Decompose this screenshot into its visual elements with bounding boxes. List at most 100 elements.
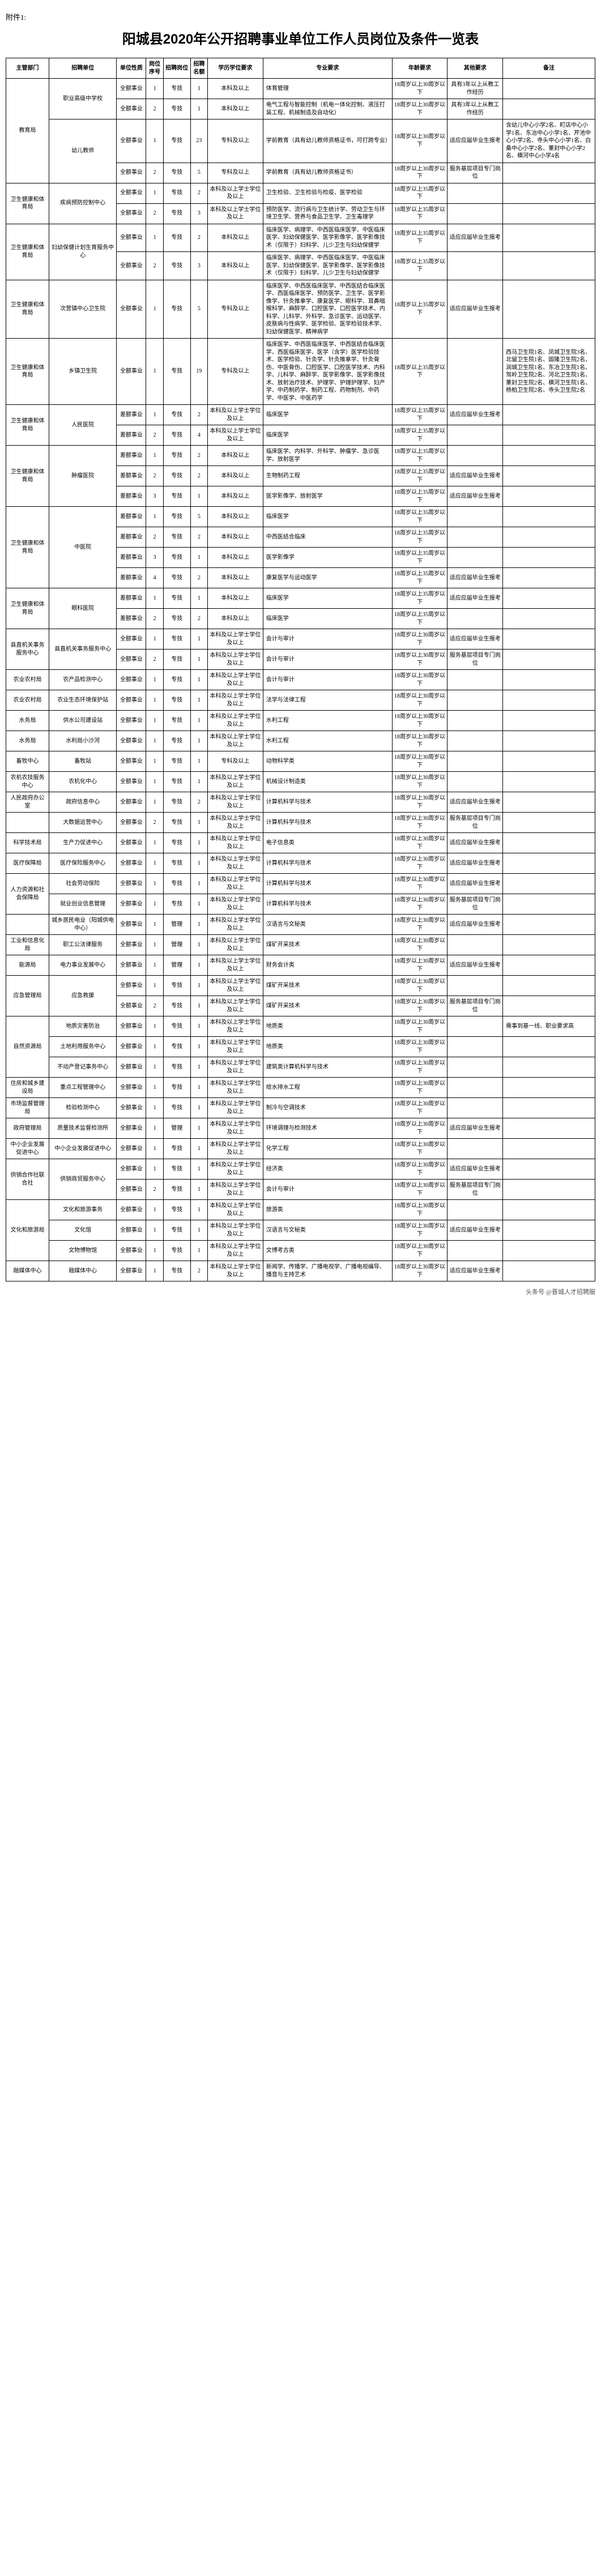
cell-num: 1: [190, 751, 207, 772]
cell-other: [447, 446, 503, 466]
cell-other: [447, 1057, 503, 1078]
cell-num: 1: [190, 813, 207, 833]
cell-dept: 农业农村局: [6, 670, 49, 690]
cell-note: [503, 183, 595, 203]
cell-other: 适应应届毕业生报考: [447, 1220, 503, 1241]
cell-other: [447, 976, 503, 996]
cell-code: 1: [146, 915, 163, 935]
cell-edu: 本科及以上学士学位及以上: [208, 1098, 263, 1118]
cell-code: 1: [146, 792, 163, 813]
cell-edu: 本科及以上学士学位及以上: [208, 629, 263, 650]
cell-age: 18周岁以上30周岁以下: [392, 711, 447, 731]
cell-nature: 差额事业: [117, 466, 146, 486]
cell-edu: 本科及以上学士学位及以上: [208, 650, 263, 670]
cell-other: [447, 751, 503, 772]
cell-unit: 不动产登记事务中心: [49, 1057, 116, 1078]
table-row: 大数据运营中心全额事业2专技1本科及以上学士学位及以上计算机科学与技术18周岁以…: [6, 813, 595, 833]
cell-unit: 融媒体中心: [49, 1261, 116, 1281]
cell-nature: 全额事业: [117, 874, 146, 894]
cell-unit: 农业生态环境保护站: [49, 690, 116, 711]
cell-dept: 卫生健康和体育局: [6, 588, 49, 629]
table-row: 城乡居民电业（阳城供电中心）全额事业1管理1本科及以上学士学位及以上汉语言与文秘…: [6, 915, 595, 935]
cell-other: [447, 1016, 503, 1037]
cell-edu: 本科及以上: [208, 252, 263, 280]
cell-note: [503, 915, 595, 935]
table-row: 医疗保障局医疗保险服务中心全额事业1专技1本科及以上学士学位及以上计算机科学与技…: [6, 853, 595, 874]
table-row: 就业创业信息管理全额事业1专技1本科及以上学士学位及以上计算机科学与技术18周岁…: [6, 894, 595, 915]
cell-num: 2: [190, 609, 207, 629]
cell-nature: 全额事业: [117, 833, 146, 853]
cell-num: 1: [190, 976, 207, 996]
cell-code: 1: [146, 976, 163, 996]
cell-age: 18周岁以上30周岁以下: [392, 915, 447, 935]
cell-num: 2: [190, 466, 207, 486]
cell-num: 5: [190, 507, 207, 527]
cell-edu: 专科及以上: [208, 119, 263, 163]
cell-major: 旅游类: [263, 1200, 392, 1220]
cell-code: 1: [146, 935, 163, 955]
cell-post: 专技: [163, 568, 190, 588]
cell-note: [503, 548, 595, 568]
cell-major: 煤矿开采技术: [263, 996, 392, 1016]
cell-code: 1: [146, 1200, 163, 1220]
cell-edu: 本科及以上学士学位及以上: [208, 183, 263, 203]
cell-major: 新闻学、传播学、广播电视学、广播电视编导、播音与主持艺术: [263, 1261, 392, 1281]
cell-note: [503, 894, 595, 915]
table-row: 政府管理局质量技术监督检测所全额事业1管理1本科及以上学士学位及以上环境调理与检…: [6, 1118, 595, 1139]
cell-age: 18周岁以上30周岁以下: [392, 670, 447, 690]
cell-age: 18周岁以上30周岁以下: [392, 1180, 447, 1200]
cell-other: [447, 670, 503, 690]
cell-code: 2: [146, 996, 163, 1016]
cell-unit: 文化和旅游事务: [49, 1200, 116, 1220]
cell-num: 1: [190, 915, 207, 935]
cell-post: 专技: [163, 976, 190, 996]
attachment-label: 附件1:: [6, 11, 595, 22]
cell-other: 适应应届毕业生报考: [447, 792, 503, 813]
table-row: 卫生健康和体育局人民医院差额事业1专技2本科及以上学士学位及以上临床医学18周岁…: [6, 405, 595, 425]
cell-major: 财务会计类: [263, 955, 392, 976]
cell-num: 5: [190, 280, 207, 339]
cell-major: 动物科学类: [263, 751, 392, 772]
cell-age: 18周岁以上30周岁以下: [392, 99, 447, 119]
cell-note: [503, 280, 595, 339]
cell-code: 3: [146, 548, 163, 568]
cell-other: 服务基层项目专门岗位: [447, 996, 503, 1016]
cell-edu: 本科及以上学士学位及以上: [208, 853, 263, 874]
cell-code: 1: [146, 1057, 163, 1078]
cell-dept: 中小企业发展促进中心: [6, 1139, 49, 1159]
cell-major: 水利工程: [263, 731, 392, 751]
cell-unit: 幼儿教师: [49, 119, 116, 183]
cell-major: 汉语言与文秘类: [263, 915, 392, 935]
cell-major: 地质类: [263, 1037, 392, 1057]
cell-num: 1: [190, 853, 207, 874]
cell-post: 专技: [163, 486, 190, 507]
cell-unit: 妇幼保健计划生育服务中心: [49, 224, 116, 280]
cell-major: 给水排水工程: [263, 1078, 392, 1098]
cell-major: 计算机科学与技术: [263, 853, 392, 874]
page-footer: 头条号 @晋城人才招聘服: [6, 1287, 595, 1296]
cell-major: 环境调理与检测技术: [263, 1118, 392, 1139]
cell-nature: 全额事业: [117, 1016, 146, 1037]
cell-nature: 全额事业: [117, 1098, 146, 1118]
cell-post: 专技: [163, 1200, 190, 1220]
cell-age: 18周岁以上30周岁以下: [392, 874, 447, 894]
cell-other: 服务基层项目专门岗位: [447, 650, 503, 670]
cell-dept: 市场监督管理局: [6, 1098, 49, 1118]
cell-age: 18周岁以上35周岁以下: [392, 568, 447, 588]
cell-age: 18周岁以上30周岁以下: [392, 119, 447, 163]
cell-age: 18周岁以上35周岁以下: [392, 252, 447, 280]
header-nature: 单位性质: [117, 58, 146, 79]
cell-post: 专技: [163, 711, 190, 731]
cell-note: [503, 1200, 595, 1220]
cell-edu: 本科及以上: [208, 588, 263, 609]
cell-code: 1: [146, 280, 163, 339]
cell-dept: 农机农技服务中心: [6, 772, 49, 792]
cell-unit: 农产品检测中心: [49, 670, 116, 690]
cell-num: 23: [190, 119, 207, 163]
cell-edu: 专科及以上: [208, 280, 263, 339]
cell-note: [503, 405, 595, 425]
cell-code: 1: [146, 119, 163, 163]
cell-age: 18周岁以上30周岁以下: [392, 690, 447, 711]
cell-nature: 全额事业: [117, 1118, 146, 1139]
cell-post: 专技: [163, 466, 190, 486]
